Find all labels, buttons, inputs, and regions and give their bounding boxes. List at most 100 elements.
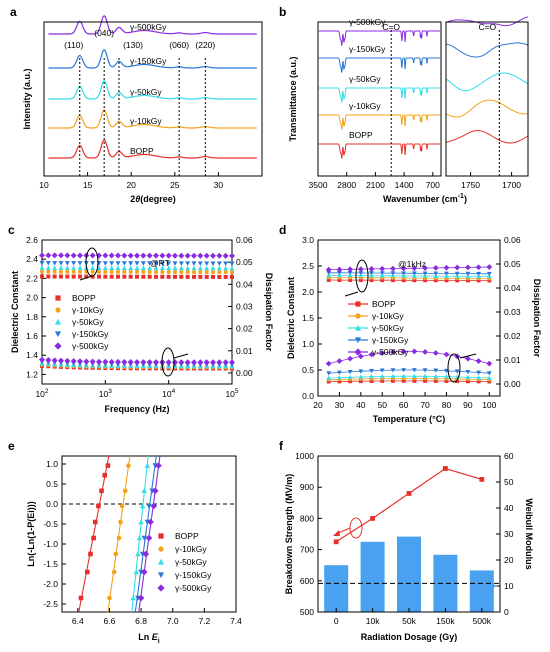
data-point xyxy=(108,252,115,259)
data-point xyxy=(185,261,191,266)
data-point xyxy=(58,357,64,364)
data-point xyxy=(454,369,460,374)
data-point xyxy=(39,265,45,270)
y2-tick-label: 0.00 xyxy=(504,379,521,389)
data-point xyxy=(165,252,172,259)
data-point xyxy=(368,351,375,358)
data-point xyxy=(185,265,191,271)
data-point xyxy=(137,594,145,602)
data-point xyxy=(380,278,385,283)
data-point xyxy=(172,252,178,259)
data-point xyxy=(433,271,439,276)
data-point xyxy=(173,270,177,275)
data-point xyxy=(51,357,58,364)
data-point xyxy=(166,274,171,279)
x-tick-label: 1750 xyxy=(461,180,480,190)
data-point xyxy=(89,252,96,259)
data-point xyxy=(39,356,45,363)
data-point xyxy=(347,270,353,276)
x-tick-label: 30 xyxy=(335,400,345,410)
data-point xyxy=(97,269,101,274)
data-point xyxy=(64,357,71,364)
y-tick-label: 2.5 xyxy=(302,261,314,271)
data-point xyxy=(142,550,150,558)
data-point xyxy=(198,270,203,275)
data-point xyxy=(77,265,83,270)
data-point xyxy=(422,349,428,355)
data-point xyxy=(140,252,147,259)
peak-label: (220) xyxy=(195,40,215,50)
data-point xyxy=(379,374,385,379)
legend-label: γ-50kGy xyxy=(72,317,104,327)
data-point xyxy=(210,359,216,366)
data-point xyxy=(412,378,417,383)
data-point xyxy=(152,487,159,495)
data-point xyxy=(122,269,127,274)
data-point xyxy=(390,265,396,272)
data-point xyxy=(326,371,332,376)
data-point xyxy=(121,358,128,365)
data-point xyxy=(179,270,184,275)
legend-label: BOPP xyxy=(175,531,199,541)
x-axis-title: Ln Ei xyxy=(138,632,160,645)
ftir-curve xyxy=(318,143,441,159)
plot-frame xyxy=(41,239,233,385)
data-point xyxy=(121,261,127,266)
y-axis-title: Ln(-Ln(1-P(Ei))) xyxy=(26,501,36,566)
y2-tick-label: 0.06 xyxy=(236,235,253,245)
data-point xyxy=(369,368,374,374)
data-point xyxy=(122,274,127,279)
data-point xyxy=(217,274,222,279)
panel-e: -2.5 -2.0 -1.5 -1.0 -0.5 0.0 0.5 1.0 6.4 6.6 6.8 7.… xyxy=(26,455,242,645)
data-point xyxy=(216,261,222,266)
data-point xyxy=(336,358,343,364)
data-point xyxy=(337,278,342,282)
data-point xyxy=(179,274,184,279)
data-point xyxy=(70,358,77,365)
data-point xyxy=(83,358,90,365)
x-tick-label: 20 xyxy=(126,180,136,190)
data-point xyxy=(357,353,364,360)
data-point xyxy=(390,373,396,379)
data-point xyxy=(54,318,62,325)
y-tick-label: 0.5 xyxy=(46,479,58,489)
data-point xyxy=(401,271,407,276)
data-point xyxy=(325,266,332,273)
y-tick-label: 2.6 xyxy=(26,235,38,245)
series-line xyxy=(328,369,490,374)
series-line xyxy=(328,378,490,381)
data-point xyxy=(432,350,439,356)
y-axis-title: Dielectric Constant xyxy=(10,271,20,353)
data-point xyxy=(116,535,122,541)
y-tick-label: -0.5 xyxy=(43,519,58,529)
x-tick-label: 6.4 xyxy=(72,616,84,626)
data-point xyxy=(141,535,148,541)
y-tick-label: -1.0 xyxy=(43,539,58,549)
x-tick-label: 150k xyxy=(436,616,455,626)
data-point xyxy=(422,271,428,276)
data-point xyxy=(347,266,354,273)
data-point xyxy=(65,269,70,274)
data-point xyxy=(140,261,146,266)
data-point xyxy=(78,595,84,601)
legend-label: γ-500kGy xyxy=(372,347,409,357)
data-point xyxy=(54,331,62,338)
annotation-ellipse xyxy=(447,353,461,383)
data-point xyxy=(159,261,165,266)
data-point xyxy=(368,266,375,272)
data-point xyxy=(133,569,140,575)
data-point xyxy=(390,271,396,276)
data-point xyxy=(119,503,125,509)
x-tick-label: 500k xyxy=(473,616,492,626)
y2-tick-label: 60 xyxy=(504,451,514,461)
data-point xyxy=(140,568,148,576)
data-point xyxy=(102,265,108,270)
legend-label: γ-10kGy xyxy=(72,305,104,315)
data-point xyxy=(476,375,481,380)
data-point xyxy=(103,269,108,274)
data-point xyxy=(197,359,204,366)
data-point xyxy=(158,546,164,552)
data-point xyxy=(90,274,95,279)
y-tick-label: 1.0 xyxy=(46,459,58,469)
data-point xyxy=(172,359,178,366)
